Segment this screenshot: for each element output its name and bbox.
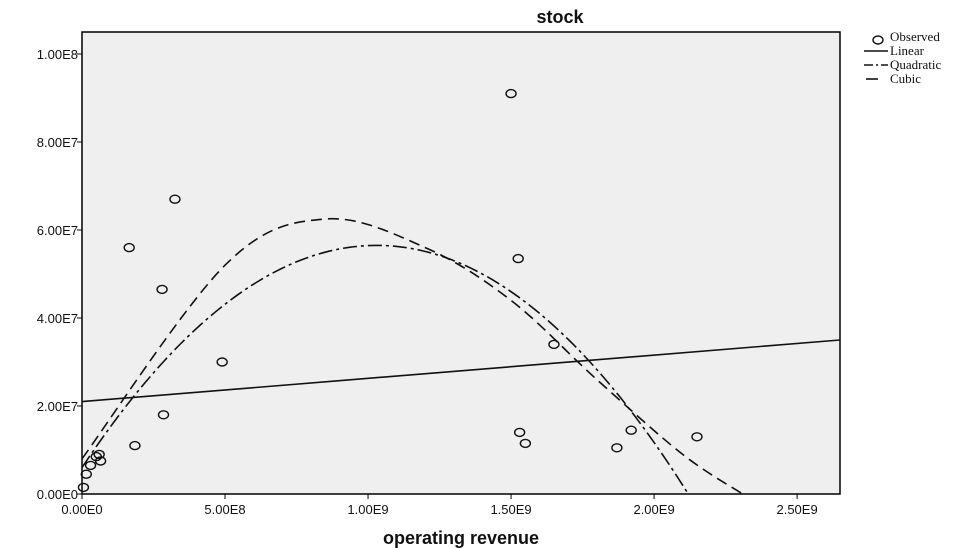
x-axis: 0.00E0 5.00E8 1.00E9 1.50E9 2.00E9 2.50E9 [61, 494, 818, 517]
y-tick-label-3: 6.00E7 [37, 223, 78, 238]
chart-title: stock [536, 7, 584, 27]
x-tick-label-0: 0.00E0 [61, 502, 102, 517]
observed-point-19 [691, 432, 703, 442]
observed-point-18 [625, 425, 637, 435]
legend-item-observed: Observed [872, 29, 940, 45]
y-tick-label-0: 0.00E0 [37, 487, 78, 502]
x-axis-label: operating revenue [383, 528, 539, 548]
observed-point-11 [216, 357, 228, 367]
x-tick-label-5: 2.50E9 [776, 502, 817, 517]
legend-symbol-observed [872, 35, 884, 45]
linear-fit-line [82, 339, 840, 403]
observed-point-9 [157, 410, 170, 420]
y-tick-label-2: 4.00E7 [37, 311, 78, 326]
observed-points [77, 88, 703, 493]
observed-point-1 [80, 469, 92, 479]
observed-point-2 [84, 460, 97, 471]
legend-label-observed: Observed [890, 29, 940, 44]
cubic-fit-line [82, 217, 744, 494]
legend-item-quadratic: Quadratic [864, 57, 941, 72]
y-tick-label-5: 1.00E8 [37, 47, 78, 62]
legend-item-cubic: Cubic [866, 71, 921, 86]
observed-point-0 [77, 482, 90, 493]
observed-point-4 [93, 449, 105, 460]
observed-point-8 [156, 284, 168, 295]
observed-point-6 [123, 242, 135, 253]
observed-point-7 [129, 440, 141, 451]
y-tick-label-1: 2.00E7 [37, 399, 78, 414]
x-tick-label-4: 2.00E9 [633, 502, 674, 517]
legend-label-cubic: Cubic [890, 71, 921, 86]
observed-point-10 [169, 194, 181, 204]
y-axis: 0.00E0 2.00E7 4.00E7 6.00E7 8.00E7 1.00E8 [37, 47, 82, 502]
x-tick-label-1: 5.00E8 [204, 502, 245, 517]
legend-item-linear: Linear [864, 43, 925, 58]
x-tick-label-2: 1.00E9 [347, 502, 388, 517]
observed-point-13 [512, 253, 524, 264]
y-tick-label-4: 8.00E7 [37, 135, 78, 150]
observed-point-5 [94, 456, 107, 466]
observed-point-16 [548, 339, 560, 350]
observed-point-12 [505, 88, 517, 99]
legend-label-quadratic: Quadratic [890, 57, 941, 72]
legend-label-linear: Linear [890, 43, 925, 58]
observed-point-15 [519, 438, 532, 449]
observed-point-17 [611, 443, 623, 453]
observed-point-14 [513, 427, 526, 438]
fit-lines [82, 217, 840, 494]
x-tick-label-3: 1.50E9 [490, 502, 531, 517]
